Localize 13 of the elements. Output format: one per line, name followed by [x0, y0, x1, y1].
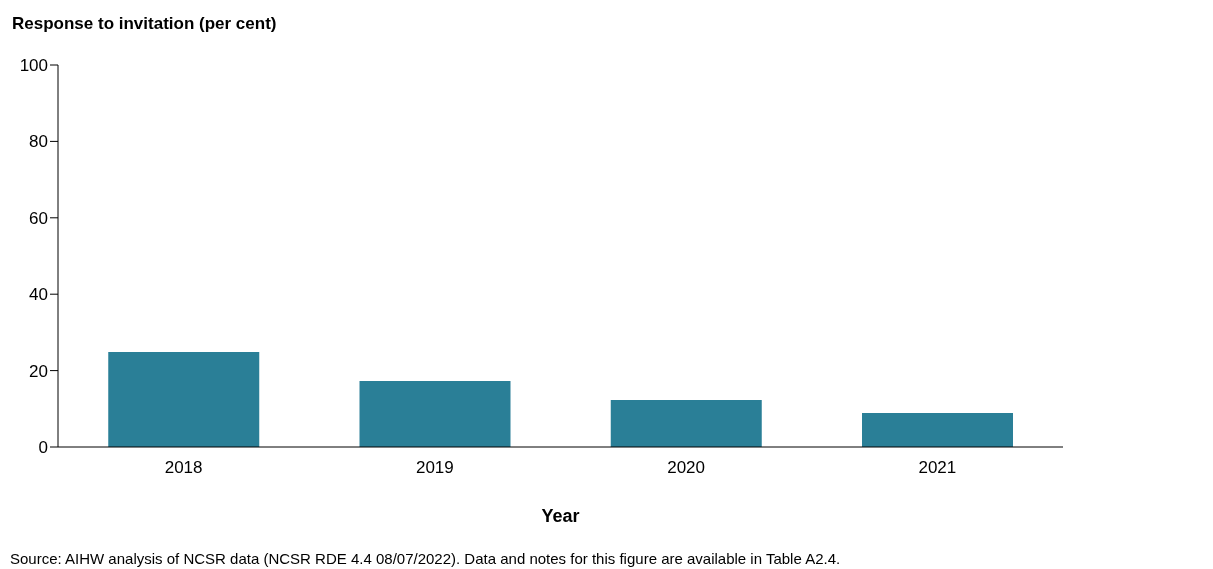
- y-tick-label: 60: [29, 208, 48, 228]
- y-axis-title: Response to invitation (per cent): [12, 14, 277, 34]
- x-tick-label: 2020: [667, 458, 706, 478]
- x-axis-title: Year: [541, 506, 580, 526]
- y-tick-label: 20: [29, 361, 48, 381]
- source-note: Source: AIHW analysis of NCSR data (NCSR RDE 4.4 08/07/2022). Data and notes for this figure are available in Table A2.4.: [10, 550, 841, 567]
- x-tick-label: 2018: [164, 458, 203, 478]
- x-tick-label: 2019: [415, 458, 454, 478]
- y-tick-label: 0: [38, 438, 48, 458]
- y-tick-label: 100: [19, 56, 48, 76]
- y-tick-label: 80: [29, 132, 48, 152]
- y-tick-label: 40: [29, 285, 48, 305]
- x-tick-label: 2021: [918, 458, 957, 478]
